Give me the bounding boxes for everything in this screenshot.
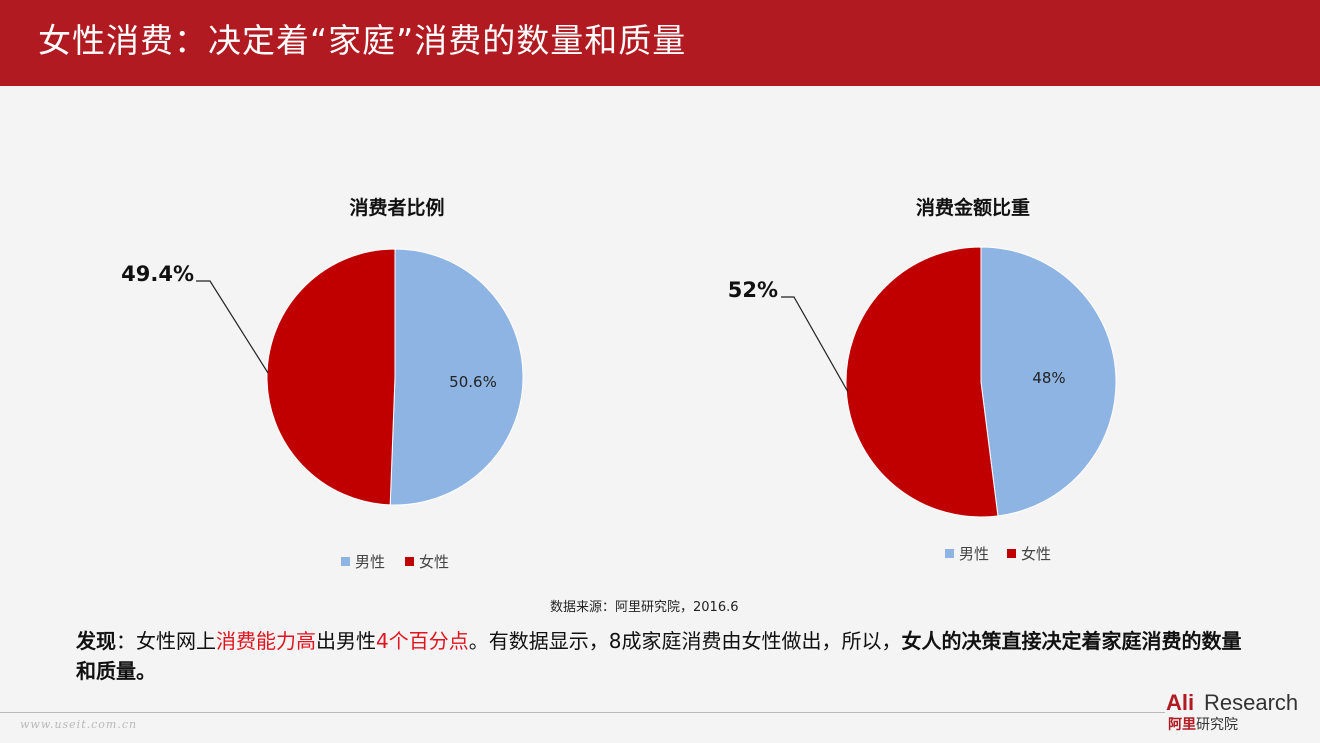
chart-right-callout-line [781, 296, 849, 393]
chart-left-callout-line [196, 280, 269, 374]
legend-label-female: 女性 [419, 553, 449, 571]
pie-slice-female [845, 246, 999, 518]
pie-slice-male [980, 246, 1117, 517]
watermark: www.useit.com.cn [20, 718, 138, 731]
chart-right-title: 消费金额比重 [916, 196, 1030, 219]
legend-swatch-male [341, 557, 350, 566]
chart-right-label-male: 48% [1032, 369, 1065, 387]
logo-cn-red: 阿里 [1168, 717, 1196, 733]
logo-chinese: 阿里研究院 [1168, 714, 1238, 734]
legend-swatch-male [945, 549, 954, 558]
data-source: 数据来源：阿里研究院，2016.6 [550, 600, 739, 615]
legend-label-male: 男性 [959, 545, 989, 563]
finding-text-2: 出男性 [316, 629, 376, 653]
logo-ali: Ali [1166, 690, 1195, 715]
pie-left [266, 248, 524, 506]
pie-slice-female [266, 248, 396, 506]
chart-right-legend: 男性 女性 [945, 545, 1051, 563]
legend-label-male: 男性 [355, 553, 385, 571]
finding-highlight-2: 4个百分点 [376, 629, 469, 653]
pie-charts: 消费者比例 50.6% 49.4% 男性 女性 消费金额比重 48% 52% 男… [121, 196, 1117, 571]
finding-text-3: 。有数据显示，8成家庭消费由女性做出，所以， [468, 629, 902, 653]
logo-cn-dark: 研究院 [1196, 717, 1238, 733]
legend-label-female: 女性 [1021, 545, 1051, 563]
chart-right: 消费金额比重 48% 52% 男性 女性 [728, 196, 1117, 563]
legend-swatch-female [405, 557, 414, 566]
logo-research: Research [1204, 690, 1299, 715]
finding-highlight-1: 消费能力高 [216, 629, 316, 653]
finding-text-1: ：女性网上 [116, 629, 216, 653]
finding-text: 发现：女性网上消费能力高出男性4个百分点。有数据显示，8成家庭消费由女性做出，所… [76, 626, 1256, 686]
finding-conclusion: 女人的决策直接决定着家庭消费的数量和质量。 [76, 629, 1242, 683]
aliresearch-logo: Ali Research 阿里研究院 [1166, 690, 1299, 734]
finding-prefix: 发现 [76, 629, 116, 653]
chart-left-legend: 男性 女性 [341, 553, 449, 571]
chart-left: 消费者比例 50.6% 49.4% 男性 女性 [121, 196, 524, 571]
chart-left-label-female: 49.4% [121, 262, 194, 286]
legend-swatch-female [1007, 549, 1016, 558]
chart-right-label-female: 52% [728, 278, 778, 302]
chart-left-title: 消费者比例 [349, 196, 444, 219]
page-title: 女性消费：决定着“家庭”消费的数量和质量 [38, 21, 687, 60]
header-bar: 女性消费：决定着“家庭”消费的数量和质量 [0, 0, 1320, 86]
pie-slice-male [389, 248, 524, 506]
pie-right [845, 246, 1117, 518]
chart-left-label-male: 50.6% [449, 373, 497, 391]
footer-divider [0, 712, 1165, 713]
